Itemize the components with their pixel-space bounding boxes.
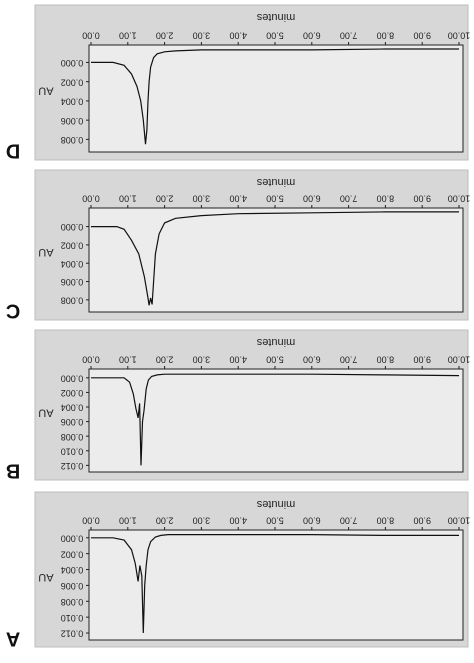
chart-panel-d: minutes 0.00 1.00 2.00 3.00 4.00 5.00 6.00 7.00 8… xyxy=(34,4,471,161)
x-tick-label: 8.00 xyxy=(377,355,395,365)
y-tick-label: 0.002 xyxy=(61,388,84,398)
x-tick-label: 3.00 xyxy=(193,194,211,204)
x-tick-label: 5.00 xyxy=(266,31,284,41)
series-line xyxy=(91,373,460,466)
x-tick-label: 1.00 xyxy=(119,355,137,365)
y-axis-title: AU xyxy=(38,85,53,97)
x-tick-label: 4.00 xyxy=(229,31,247,41)
x-tick-label: 0.00 xyxy=(82,31,100,41)
y-tick-label: 0.008 xyxy=(61,432,84,442)
x-tick-label: 4.00 xyxy=(229,516,247,526)
series-line xyxy=(91,211,459,306)
x-tick-label: 4.00 xyxy=(229,355,247,365)
y-tick-label: 0.006 xyxy=(61,417,84,427)
plot-area xyxy=(88,207,464,313)
y-tick-label: 0.000 xyxy=(61,533,84,543)
plot-area xyxy=(88,44,464,153)
plot-area xyxy=(88,529,464,641)
x-tick-label: 10.00 xyxy=(448,194,471,204)
x-tick-label: 9.00 xyxy=(413,355,431,365)
x-tick-label: 5.00 xyxy=(266,516,284,526)
y-tick-label: 0.006 xyxy=(61,277,84,287)
y-tick-label: 0.012 xyxy=(61,629,84,639)
chart-panel-b: minutes 0.00 1.00 2.00 3.00 4.00 5.00 6.00 7.00 8… xyxy=(34,329,471,481)
plot-area xyxy=(88,368,464,473)
y-tick-label: 0.008 xyxy=(61,135,84,145)
x-tick-label: 8.00 xyxy=(377,194,395,204)
x-axis-title: minutes xyxy=(256,498,295,510)
x-tick-label: 3.00 xyxy=(193,355,211,365)
y-tick-label: 0.004 xyxy=(61,565,84,575)
y-tick-label: 0.002 xyxy=(61,549,84,559)
y-tick-label: 0.002 xyxy=(61,241,84,251)
y-tick-label: 0.000 xyxy=(61,222,84,232)
series-line xyxy=(91,48,459,145)
x-tick-label: 3.00 xyxy=(193,31,211,41)
x-tick-label: 2.00 xyxy=(156,516,174,526)
x-tick-label: 4.00 xyxy=(229,194,247,204)
x-tick-label: 9.00 xyxy=(413,516,431,526)
y-tick-label: 0.004 xyxy=(61,97,84,107)
y-tick-label: 0.008 xyxy=(61,597,84,607)
x-tick-label: 5.00 xyxy=(266,355,284,365)
x-tick-label: 7.00 xyxy=(340,355,358,365)
x-tick-label: 8.00 xyxy=(377,516,395,526)
panel-label: B xyxy=(6,460,20,482)
chart-panel-c: minutes 0.00 1.00 2.00 3.00 4.00 5.00 6.00 7.00 8… xyxy=(34,169,471,321)
x-tick-label: 7.00 xyxy=(340,31,358,41)
x-tick-label: 0.00 xyxy=(82,516,100,526)
y-tick-label: 0.010 xyxy=(61,613,84,623)
x-tick-label: 2.00 xyxy=(156,31,174,41)
x-tick-label: 5.00 xyxy=(266,194,284,204)
x-tick-label: 9.00 xyxy=(413,31,431,41)
y-axis-title: AU xyxy=(38,407,53,419)
x-tick-label: 10.00 xyxy=(448,355,471,365)
y-axis-title: AU xyxy=(38,571,53,583)
x-tick-label: 8.00 xyxy=(377,31,395,41)
x-tick-label: 6.00 xyxy=(303,516,321,526)
x-tick-label: 0.00 xyxy=(82,355,100,365)
x-tick-label: 3.00 xyxy=(193,516,211,526)
x-tick-label: 2.00 xyxy=(156,355,174,365)
x-axis-title: minutes xyxy=(256,336,295,348)
panel-label: A xyxy=(6,628,20,650)
y-tick-label: 0.000 xyxy=(61,58,84,68)
x-tick-label: 1.00 xyxy=(119,31,137,41)
x-axis-title: minutes xyxy=(256,176,295,188)
x-tick-label: 10.00 xyxy=(448,516,471,526)
panel-label: D xyxy=(6,140,20,162)
x-tick-label: 9.00 xyxy=(413,194,431,204)
y-axis-title: AU xyxy=(38,246,53,258)
x-tick-label: 1.00 xyxy=(119,516,137,526)
x-tick-label: 7.00 xyxy=(340,516,358,526)
y-tick-label: 0.000 xyxy=(61,373,84,383)
y-tick-label: 0.004 xyxy=(61,403,84,413)
x-axis-title: minutes xyxy=(256,11,295,23)
x-tick-label: 6.00 xyxy=(303,194,321,204)
x-tick-label: 6.00 xyxy=(303,31,321,41)
chart-panel-a: minutes 0.00 1.00 2.00 3.00 4.00 5.00 6.00 7.00 8… xyxy=(34,491,471,648)
x-tick-label: 10.00 xyxy=(448,31,471,41)
y-tick-label: 0.008 xyxy=(61,295,84,305)
y-tick-label: 0.006 xyxy=(61,116,84,126)
y-tick-label: 0.012 xyxy=(61,461,84,471)
panel-label: C xyxy=(6,300,20,322)
x-tick-label: 7.00 xyxy=(340,194,358,204)
y-tick-label: 0.004 xyxy=(61,259,84,269)
x-tick-label: 0.00 xyxy=(82,194,100,204)
x-tick-label: 1.00 xyxy=(119,194,137,204)
series-line xyxy=(91,533,459,634)
y-tick-label: 0.010 xyxy=(61,446,84,456)
y-tick-label: 0.002 xyxy=(61,77,84,87)
x-tick-label: 6.00 xyxy=(303,355,321,365)
x-tick-label: 2.00 xyxy=(156,194,174,204)
y-tick-label: 0.006 xyxy=(61,581,84,591)
